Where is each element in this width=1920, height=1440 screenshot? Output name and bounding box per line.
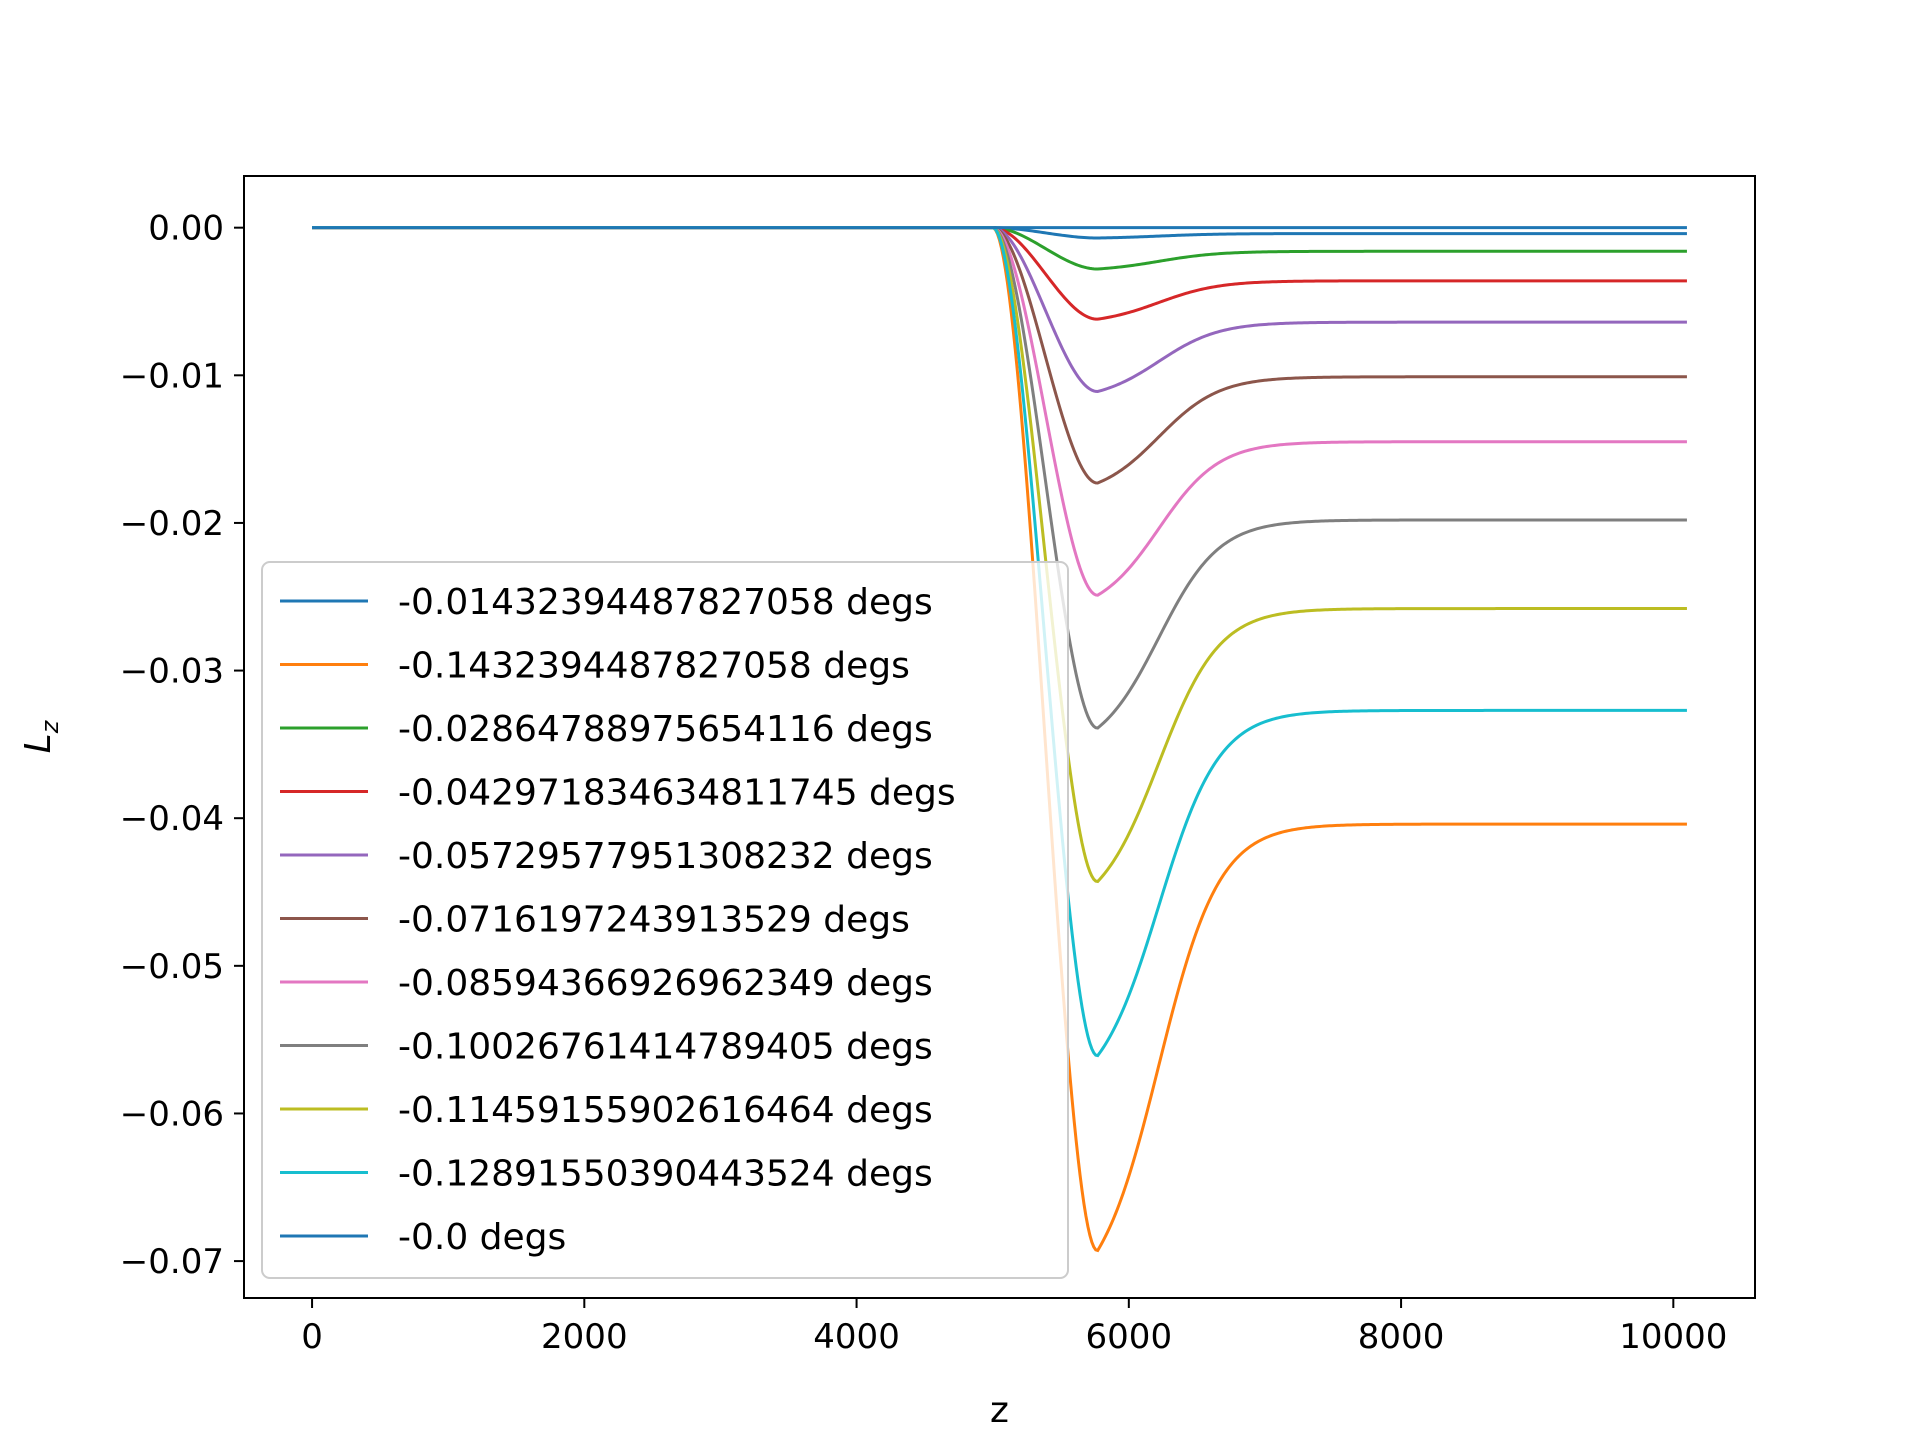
y-axis-label: Lz — [18, 719, 64, 753]
y-tick-label: −0.07 — [120, 1242, 224, 1282]
legend-item: -0.05729577951308232 degs — [280, 836, 933, 877]
y-axis-ticks: 0.00 −0.01 −0.02 −0.03 −0.04 −0.05 −0.06 −0.07 — [120, 209, 244, 1282]
x-axis-label: z — [990, 1390, 1009, 1431]
y-tick-label: 0.00 — [148, 209, 224, 249]
x-axis-ticks: 0 2000 4000 6000 8000 10000 — [301, 1298, 1727, 1357]
y-tick-label: −0.04 — [120, 799, 224, 839]
legend-item: -0.1432394487827058 degs — [280, 646, 910, 687]
series-layer — [312, 226, 1687, 1253]
y-tick-label: −0.03 — [120, 652, 224, 692]
legend-item: -0.02864788975654116 degs — [280, 709, 933, 750]
y-tick-label: −0.05 — [120, 947, 224, 987]
x-tick-label: 4000 — [813, 1317, 900, 1357]
y-axis-label-subscript: z — [36, 719, 64, 734]
legend-item: -0.12891550390443524 degs — [280, 1154, 933, 1195]
legend-item: -0.08594366926962349 degs — [280, 963, 933, 1004]
legend-label: -0.1432394487827058 degs — [398, 646, 910, 687]
legend-item: -0.0 degs — [280, 1217, 566, 1258]
x-tick-label: 8000 — [1358, 1317, 1445, 1357]
legend-item: -0.042971834634811745 degs — [280, 773, 956, 814]
legend-label: -0.11459155902616464 degs — [398, 1090, 933, 1131]
plot-frame — [243, 175, 1756, 1299]
y-tick-label: −0.01 — [120, 356, 224, 396]
legend-item: -0.01432394487827058 degs — [280, 582, 933, 623]
legend-label: -0.0716197243913529 degs — [398, 900, 910, 941]
legend-label: -0.0 degs — [398, 1217, 566, 1258]
y-tick-label: −0.02 — [120, 504, 224, 544]
legend-item: -0.10026761414789405 degs — [280, 1027, 933, 1068]
legend-box — [261, 561, 1069, 1279]
legend-label: -0.10026761414789405 degs — [398, 1027, 933, 1068]
x-tick-label: 0 — [301, 1317, 323, 1357]
legend-label: -0.02864788975654116 degs — [398, 709, 933, 750]
y-tick-label: −0.06 — [120, 1094, 224, 1134]
legend-label: -0.01432394487827058 degs — [398, 582, 933, 623]
legend-label: -0.12891550390443524 degs — [398, 1154, 933, 1195]
legend-item: -0.11459155902616464 degs — [280, 1090, 933, 1131]
x-tick-label: 10000 — [1619, 1317, 1727, 1357]
legend-label: -0.042971834634811745 degs — [398, 773, 956, 814]
x-tick-label: 6000 — [1086, 1317, 1173, 1357]
x-tick-label: 2000 — [541, 1317, 628, 1357]
legend-label: -0.05729577951308232 degs — [398, 836, 933, 877]
legend-item: -0.0716197243913529 degs — [280, 900, 910, 941]
y-axis-label-main: L — [18, 733, 59, 753]
legend: -0.01432394487827058 degs -0.143239448782… — [261, 561, 1069, 1279]
legend-label: -0.08594366926962349 degs — [398, 963, 933, 1004]
